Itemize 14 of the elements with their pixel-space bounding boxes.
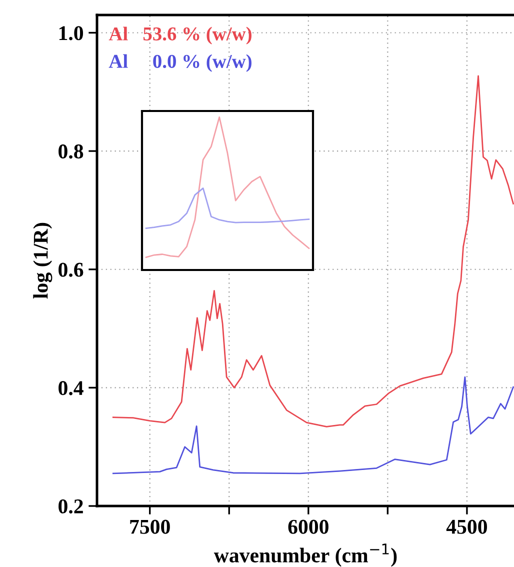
y-tick-label: 0.6 (58, 262, 84, 277)
line-series (112, 376, 514, 474)
x-tick-label: 6000 (288, 520, 328, 534)
x-tick-label: 7500 (130, 520, 170, 534)
x-axis-title: wavenumber (cm$^{−1}$) (214, 544, 397, 567)
x-tick-label: 4500 (446, 520, 487, 534)
y-tick-label: 0.4 (58, 381, 84, 396)
text: Al 53.6 % (w/w) (108, 26, 252, 44)
y-axis-title: log (1/R) (33, 222, 52, 299)
text: Al 0.0 % (w/w) (108, 54, 252, 72)
y-tick-label: 1.0 (59, 26, 84, 40)
line-series (112, 75, 514, 428)
y-tick-label: 0.8 (58, 144, 84, 159)
y-tick-label: 0.2 (58, 499, 83, 514)
